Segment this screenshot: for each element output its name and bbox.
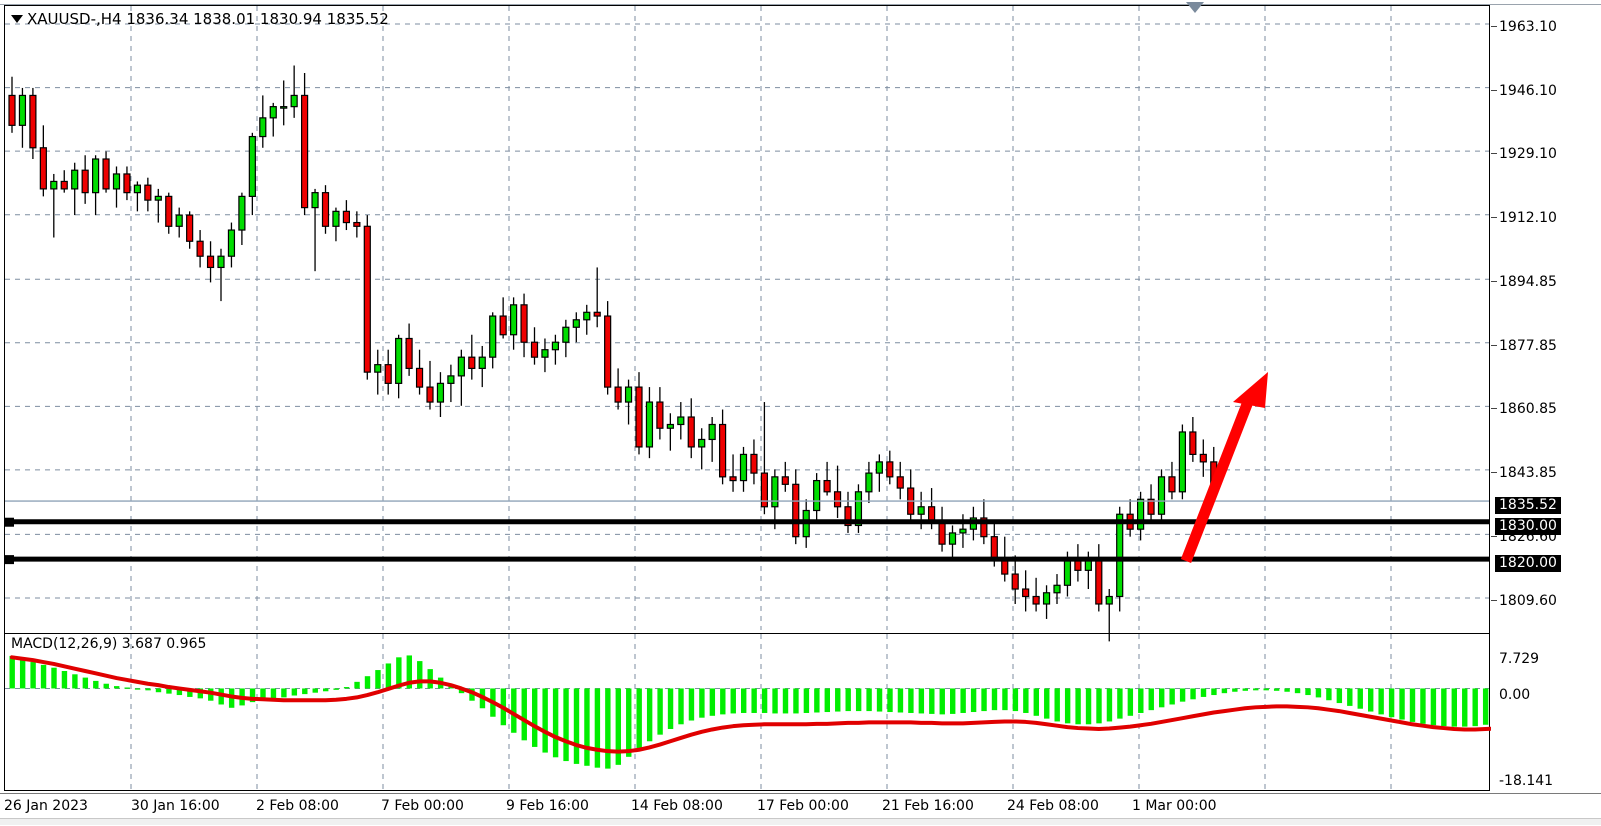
- price-scale[interactable]: 1963.10 1946.10 1929.10 1912.10 1894.85 1877.…: [1491, 5, 1601, 791]
- price-canvas: [5, 6, 1489, 642]
- time-tick-label: 24 Feb 08:00: [1007, 798, 1099, 814]
- time-tick-label: 14 Feb 08:00: [631, 798, 723, 814]
- price-tick-label: 1894.85: [1491, 274, 1557, 291]
- price-tick-label: 1929.10: [1491, 146, 1557, 163]
- time-scale[interactable]: 26 Jan 2023 30 Jan 16:00 2 Feb 08:00 7 Feb …: [0, 793, 1601, 826]
- top-strip: [0, 0, 1601, 5]
- price-level-badge: 1830.00: [1495, 517, 1561, 535]
- price-tick-label: 1843.85: [1491, 464, 1557, 481]
- time-tick-label: 9 Feb 16:00: [506, 798, 589, 814]
- macd-label: MACD(12,26,9) 3.687 0.965: [11, 636, 207, 652]
- macd-tick-label: -18.141: [1499, 773, 1554, 789]
- time-tick-label: 1 Mar 00:00: [1132, 798, 1217, 814]
- crosshair-marker-icon: [1186, 2, 1204, 13]
- price-tick-label: 1912.10: [1491, 209, 1557, 226]
- time-tick-label: 30 Jan 16:00: [131, 798, 220, 814]
- macd-pane[interactable]: MACD(12,26,9) 3.687 0.965: [5, 633, 1601, 791]
- price-level-badge: 1820.00: [1495, 555, 1561, 573]
- price-tick-label: 1946.10: [1491, 82, 1557, 99]
- time-tick-label: 2 Feb 08:00: [256, 798, 339, 814]
- time-tick-label: 26 Jan 2023: [4, 798, 88, 814]
- time-tick-label: 17 Feb 00:00: [757, 798, 849, 814]
- price-tick-label: 1860.85: [1491, 401, 1557, 418]
- price-tick-label: 1877.85: [1491, 337, 1557, 354]
- price-tick-label: 1809.60: [1491, 593, 1557, 609]
- macd-tick-label: 7.729: [1499, 651, 1540, 667]
- price-level-badge: 1835.52: [1495, 497, 1561, 515]
- symbol-info-label: XAUUSD-,H4 1836.34 1838.01 1830.94 1835.…: [27, 10, 389, 28]
- macd-tick-label: 0.00: [1499, 687, 1531, 704]
- time-tick-label: 7 Feb 00:00: [381, 798, 464, 814]
- time-tick-label: 21 Feb 16:00: [882, 798, 974, 814]
- price-pane[interactable]: XAUUSD-,H4 1836.34 1838.01 1830.94 1835.…: [5, 6, 1489, 642]
- macd-canvas: [5, 634, 1601, 791]
- chart-frame[interactable]: XAUUSD-,H4 1836.34 1838.01 1830.94 1835.…: [4, 5, 1601, 791]
- triangle-down-icon[interactable]: [11, 15, 23, 23]
- price-tick-label: 1963.10: [1491, 19, 1557, 35]
- bottom-strip: [0, 818, 1601, 825]
